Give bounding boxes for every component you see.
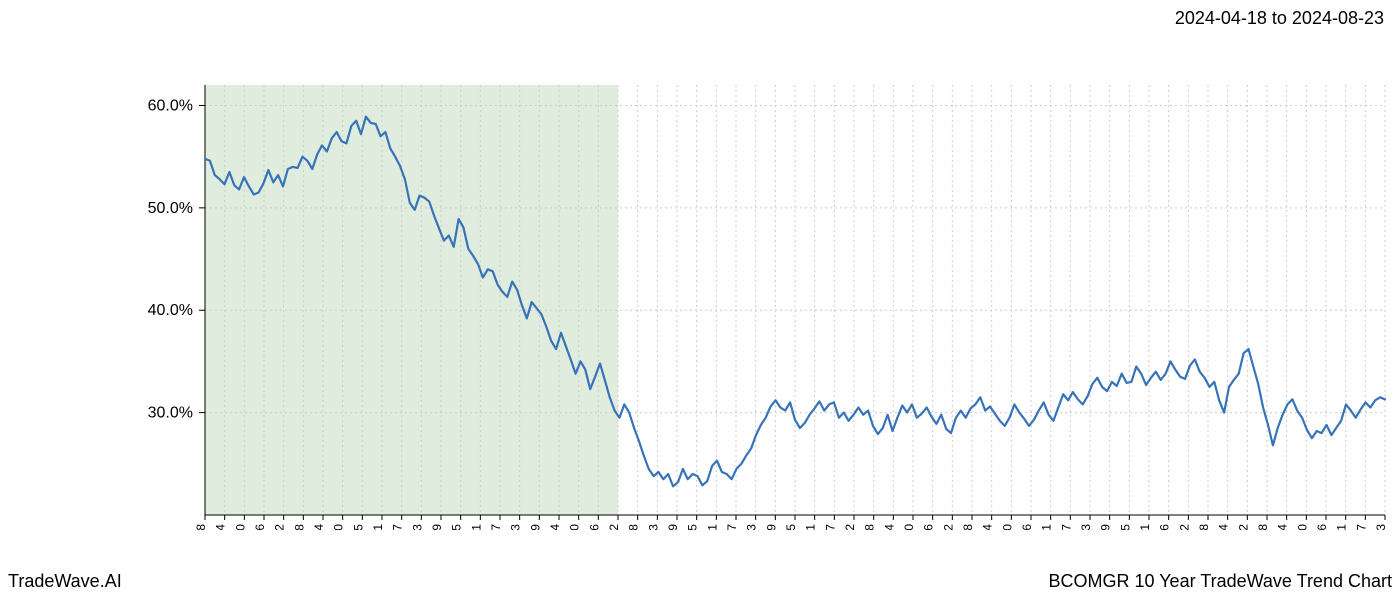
svg-text:10-21: 10-21 [804, 524, 818, 530]
svg-text:05-18: 05-18 [292, 524, 306, 530]
svg-text:07-11: 07-11 [469, 524, 483, 530]
svg-text:09-21: 09-21 [705, 524, 719, 530]
svg-text:02-18: 02-18 [1197, 524, 1211, 530]
svg-text:04-30: 04-30 [233, 524, 247, 530]
date-range-label: 2024-04-18 to 2024-08-23 [1175, 8, 1384, 29]
svg-text:08-22: 08-22 [607, 524, 621, 530]
trend-chart: 04-18 04-24 04-30 05-06 05-12 05-18 05-24 05-30… [0, 50, 1400, 530]
svg-text:01-31: 01-31 [1138, 524, 1152, 530]
svg-text:09-27: 09-27 [725, 524, 739, 530]
svg-text:02-06: 02-06 [1158, 524, 1172, 530]
svg-text:03-02: 03-02 [1236, 524, 1250, 530]
svg-text:11-02: 11-02 [843, 524, 857, 530]
svg-text:10-27: 10-27 [823, 524, 837, 530]
footer-title: BCOMGR 10 Year TradeWave Trend Chart [1049, 571, 1393, 592]
svg-text:10-03: 10-03 [745, 524, 759, 530]
svg-text:03-26: 03-26 [1315, 524, 1329, 530]
svg-text:01-13: 01-13 [1079, 524, 1093, 530]
chart-svg: 04-18 04-24 04-30 05-06 05-12 05-18 05-24 05-30… [0, 50, 1400, 530]
svg-text:12-26: 12-26 [1020, 524, 1034, 530]
svg-text:03-08: 03-08 [1256, 524, 1270, 530]
footer-brand: TradeWave.AI [8, 571, 122, 592]
svg-text:06-29: 06-29 [430, 524, 444, 530]
svg-text:01-07: 01-07 [1059, 524, 1073, 530]
svg-text:40.0%: 40.0% [148, 302, 193, 319]
svg-text:30.0%: 30.0% [148, 405, 193, 422]
svg-text:06-17: 06-17 [391, 524, 405, 530]
svg-text:09-03: 09-03 [646, 524, 660, 530]
svg-text:08-04: 08-04 [548, 524, 562, 530]
svg-text:05-24: 05-24 [312, 524, 326, 530]
svg-text:10-15: 10-15 [784, 524, 798, 530]
svg-text:07-29: 07-29 [528, 524, 542, 530]
svg-text:08-10: 08-10 [568, 524, 582, 530]
svg-text:11-08: 11-08 [863, 524, 877, 530]
svg-text:04-07: 04-07 [1354, 524, 1368, 530]
svg-text:07-05: 07-05 [450, 524, 464, 530]
svg-text:04-24: 04-24 [214, 524, 228, 530]
svg-text:06-05: 06-05 [351, 524, 365, 530]
svg-text:09-09: 09-09 [666, 524, 680, 530]
svg-text:11-20: 11-20 [902, 524, 916, 530]
svg-text:01-01: 01-01 [1040, 524, 1054, 530]
svg-text:12-08: 12-08 [961, 524, 975, 530]
svg-text:04-18: 04-18 [194, 524, 208, 530]
svg-text:05-06: 05-06 [253, 524, 267, 530]
svg-text:02-24: 02-24 [1217, 524, 1231, 530]
svg-text:11-14: 11-14 [882, 524, 896, 530]
svg-text:01-25: 01-25 [1118, 524, 1132, 530]
svg-text:02-12: 02-12 [1177, 524, 1191, 530]
svg-text:03-20: 03-20 [1295, 524, 1309, 530]
svg-text:08-28: 08-28 [627, 524, 641, 530]
svg-text:01-19: 01-19 [1099, 524, 1113, 530]
svg-text:50.0%: 50.0% [148, 200, 193, 217]
svg-text:07-23: 07-23 [509, 524, 523, 530]
svg-text:12-14: 12-14 [981, 524, 995, 530]
svg-text:11-26: 11-26 [922, 524, 936, 530]
svg-text:06-11: 06-11 [371, 524, 385, 530]
svg-text:03-14: 03-14 [1276, 524, 1290, 530]
svg-text:04-01: 04-01 [1335, 524, 1349, 530]
svg-text:09-15: 09-15 [686, 524, 700, 530]
svg-text:12-02: 12-02 [941, 524, 955, 530]
svg-text:60.0%: 60.0% [148, 97, 193, 114]
svg-text:04-13: 04-13 [1374, 524, 1388, 530]
svg-text:08-16: 08-16 [587, 524, 601, 530]
svg-text:06-23: 06-23 [410, 524, 424, 530]
svg-text:10-09: 10-09 [764, 524, 778, 530]
svg-text:12-20: 12-20 [1000, 524, 1014, 530]
svg-text:07-17: 07-17 [489, 524, 503, 530]
svg-text:05-30: 05-30 [332, 524, 346, 530]
svg-text:05-12: 05-12 [273, 524, 287, 530]
